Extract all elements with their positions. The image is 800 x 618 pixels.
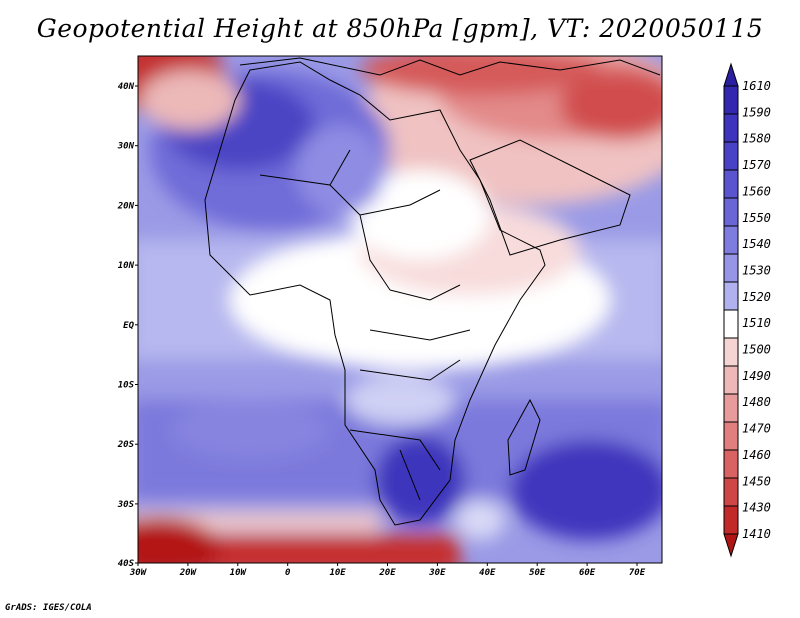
- colorbar-label: 1470: [742, 422, 771, 436]
- colorbar-swatch: [723, 337, 739, 367]
- colorbar-label: 1490: [742, 369, 771, 383]
- colorbar-swatch: [723, 113, 739, 143]
- colorbar-swatch: [723, 365, 739, 395]
- colorbar-label: 1500: [742, 343, 771, 357]
- coastlines: [204, 57, 661, 526]
- lon-axis: 30W 20W 10W 0 10E 20E 30E 40E 50E 60E 70E: [129, 563, 646, 578]
- lon-tick-label: 10W: [230, 568, 248, 578]
- colorbar-label: 1540: [742, 237, 771, 251]
- colorbar-swatch: [723, 197, 739, 227]
- lat-tick-label: 40S: [118, 559, 135, 569]
- colorbar-label: 1590: [742, 105, 771, 119]
- lat-tick-label: 20S: [117, 440, 135, 450]
- colorbar-label: 1610: [742, 79, 771, 93]
- colorbar-swatch: [723, 85, 739, 115]
- grads-credit: GrADS: IGES/COLA: [5, 603, 92, 613]
- colorbar-bottom-arrow: [723, 533, 739, 558]
- colorbar-label: 1560: [742, 184, 771, 198]
- lat-axis: 40N 30N 20N 10N EQ 10S 20S 30S 40S: [117, 82, 138, 569]
- colorbar-swatch: [723, 141, 739, 171]
- colorbar-label: 1570: [742, 158, 771, 172]
- lat-tick-label: EQ: [123, 321, 134, 331]
- lat-tick-label: 10N: [118, 261, 135, 271]
- colorbar-label: 1450: [742, 474, 771, 488]
- colorbar-label: 1480: [742, 395, 771, 409]
- lat-tick-label: 30S: [117, 500, 135, 510]
- colorbar-label: 1430: [742, 501, 771, 515]
- europe-coastline: [239, 57, 661, 76]
- colorbar-swatch: [723, 169, 739, 199]
- lon-tick-label: 60E: [579, 568, 596, 578]
- colorbar-swatch: [723, 421, 739, 451]
- map-frame: [137, 55, 663, 564]
- colorbar-swatch: [723, 393, 739, 423]
- colorbar-label: 1410: [742, 527, 771, 541]
- country-borders: [259, 149, 471, 501]
- colorbar-label: 1510: [742, 316, 771, 330]
- lon-tick-label: 30W: [129, 568, 148, 578]
- lat-tick-label: 40N: [118, 82, 135, 92]
- lon-tick-label: 20W: [179, 568, 198, 578]
- lon-tick-label: 30E: [428, 568, 446, 578]
- lon-tick-label: 20E: [378, 568, 396, 578]
- colorbar-swatch: [723, 505, 739, 535]
- lon-tick-label: 10E: [329, 568, 346, 578]
- lon-tick-label: 40E: [479, 568, 496, 578]
- colorbar-swatch: [723, 225, 739, 255]
- colorbar-swatch: [723, 281, 739, 311]
- colorbar-top-arrow: [723, 62, 739, 87]
- colorbar-swatch: [723, 253, 739, 283]
- colorbar-label: 1580: [742, 132, 771, 146]
- africa-coastline: [204, 61, 546, 526]
- lon-tick-label: 70E: [629, 568, 646, 578]
- colorbar: 1610 1590 1580 1570 1560 1550 1540 1530 1520 1510…: [723, 62, 771, 558]
- colorbar-label: 1530: [742, 263, 771, 277]
- madagascar-coastline: [507, 398, 541, 476]
- colorbar-swatch: [723, 309, 739, 339]
- map-title: Geopotential Height at 850hPa [gpm], VT:…: [36, 14, 764, 43]
- colorbar-swatch: [723, 449, 739, 479]
- map-field: [138, 56, 662, 563]
- lon-tick-label: 50E: [529, 568, 546, 578]
- lat-tick-label: 30N: [117, 142, 135, 152]
- arabia-coastline: [469, 139, 631, 256]
- lat-tick-label: 20N: [117, 201, 135, 211]
- lon-tick-label: 0: [285, 568, 291, 578]
- colorbar-label: 1550: [742, 211, 771, 225]
- colorbar-swatch: [723, 477, 739, 507]
- colorbar-label: 1460: [742, 448, 771, 462]
- lat-tick-label: 10S: [118, 381, 135, 391]
- colorbar-label: 1520: [742, 290, 771, 304]
